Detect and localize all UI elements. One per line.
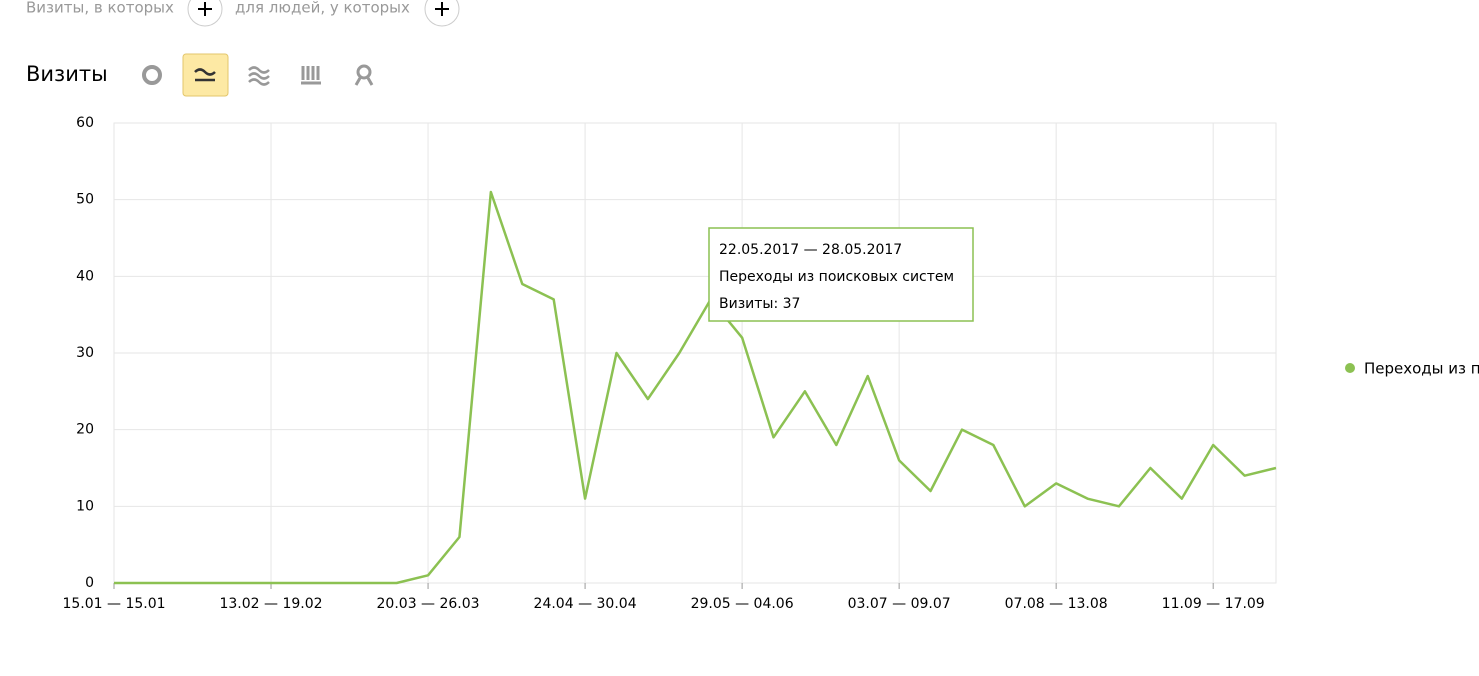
chart-title: Визиты [26,62,108,86]
map-icon[interactable] [354,64,374,86]
tooltip-series: Переходы из поисковых систем [719,269,954,285]
tooltip-value: Визиты: 37 [719,296,800,312]
bar-icon[interactable] [301,66,321,85]
add-button[interactable] [424,0,460,27]
x-tick-label: 11.09 — 17.09 [1162,596,1265,612]
tooltip-box [708,227,974,322]
x-tick-label: 20.03 — 26.03 [377,596,480,612]
line [114,190,1277,585]
x-tick-label: 29.05 — 04.06 [691,596,794,612]
legend-marker [1345,363,1355,373]
y-tick-label: 20 [76,422,94,438]
x-tick-label: 13.02 — 19.02 [219,596,322,612]
pie-icon[interactable] [142,65,162,85]
x-tick-label: 07.08 — 13.08 [1005,596,1108,612]
tooltip: 22.05.2017 — 28.05.2017 Переходы из поиск… [708,227,974,322]
y-tick-label: 50 [76,192,94,208]
y-tick-label: 60 [76,115,94,131]
y-tick-label: 30 [76,345,94,361]
x-tick-label: 15.01 — 15.01 [62,596,165,612]
tooltip-title: 22.05.2017 — 28.05.2017 [719,242,902,258]
y-tick-label: 10 [76,498,94,514]
legend-label: Переходы из поисковых систем [1364,360,1479,378]
line-icon[interactable] [182,53,229,97]
x-tick-label: 24.04 — 30.04 [534,596,637,612]
y-tick-label: 40 [76,268,94,284]
add-button[interactable] [187,0,223,27]
area-icon[interactable] [248,66,270,86]
filter-label: для людей, у которых [235,0,410,17]
filter-label: Визиты, в которых [26,0,174,17]
y-tick-label: 0 [85,575,94,591]
x-tick-label: 03.07 — 09.07 [848,596,951,612]
